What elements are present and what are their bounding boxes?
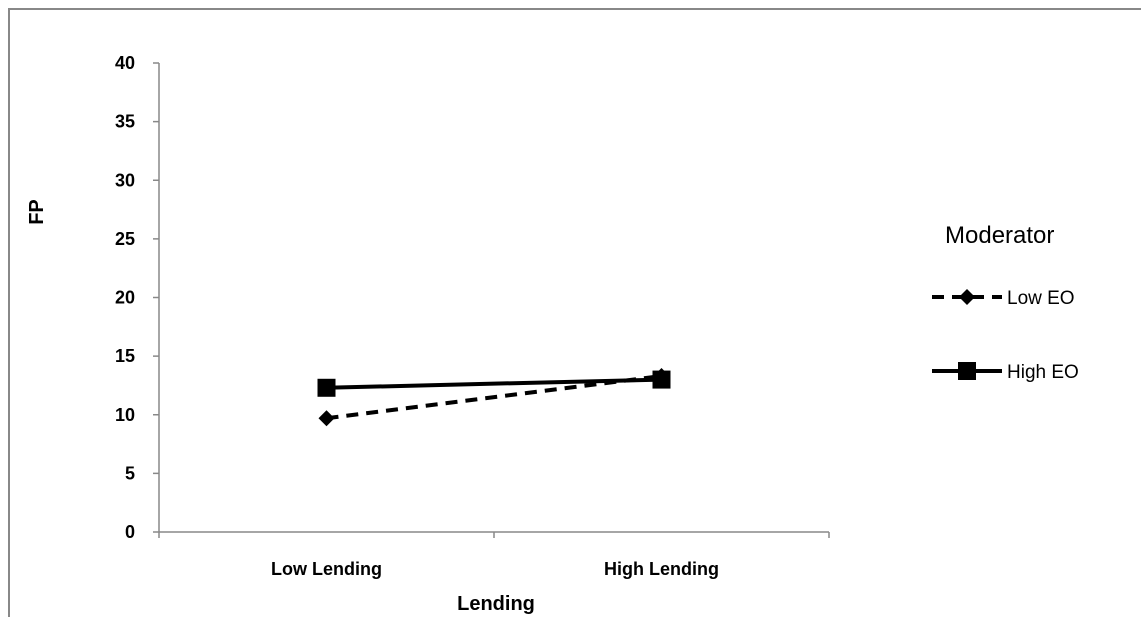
- series: [317, 368, 671, 427]
- y-axis-title: FP: [26, 199, 48, 225]
- y-tick-label: 0: [125, 522, 135, 542]
- axes: [158, 63, 829, 533]
- y-axis-ticks: 0 5 10 15 20 25 30 35 40: [115, 53, 159, 542]
- x-axis-title: Lending: [457, 593, 535, 615]
- legend-swatch-marker: [958, 362, 976, 380]
- legend-item: Low EO: [932, 288, 1075, 309]
- data-point: [318, 410, 335, 427]
- y-tick-label: 5: [125, 463, 135, 483]
- y-tick-label: 40: [115, 53, 135, 73]
- legend-items: Low EO High EO: [932, 288, 1079, 383]
- x-tick-label: High Lending: [604, 559, 719, 579]
- legend-title: Moderator: [945, 222, 1054, 249]
- y-tick-label: 25: [115, 229, 135, 249]
- legend: Moderator Low EO High EO: [932, 222, 1079, 383]
- series-low-eo: [318, 368, 670, 427]
- chart-frame: [8, 8, 1141, 617]
- x-axis-ticks: Low Lending High Lending: [158, 532, 830, 579]
- legend-label: Low EO: [1007, 288, 1075, 309]
- data-point: [317, 378, 336, 397]
- y-tick-label: 15: [115, 346, 135, 366]
- y-tick-label: 20: [115, 288, 135, 308]
- y-tick-label: 30: [115, 170, 135, 190]
- series-high-eo: [317, 370, 671, 397]
- series-line: [326, 377, 662, 390]
- y-tick-label: 10: [115, 405, 135, 425]
- x-tick-label: Low Lending: [271, 559, 382, 579]
- legend-swatch-marker: [959, 289, 975, 305]
- legend-item: High EO: [932, 362, 1079, 383]
- series-line: [326, 374, 662, 421]
- data-point: [652, 370, 671, 389]
- legend-label: High EO: [1007, 362, 1079, 383]
- y-tick-label: 35: [115, 112, 135, 132]
